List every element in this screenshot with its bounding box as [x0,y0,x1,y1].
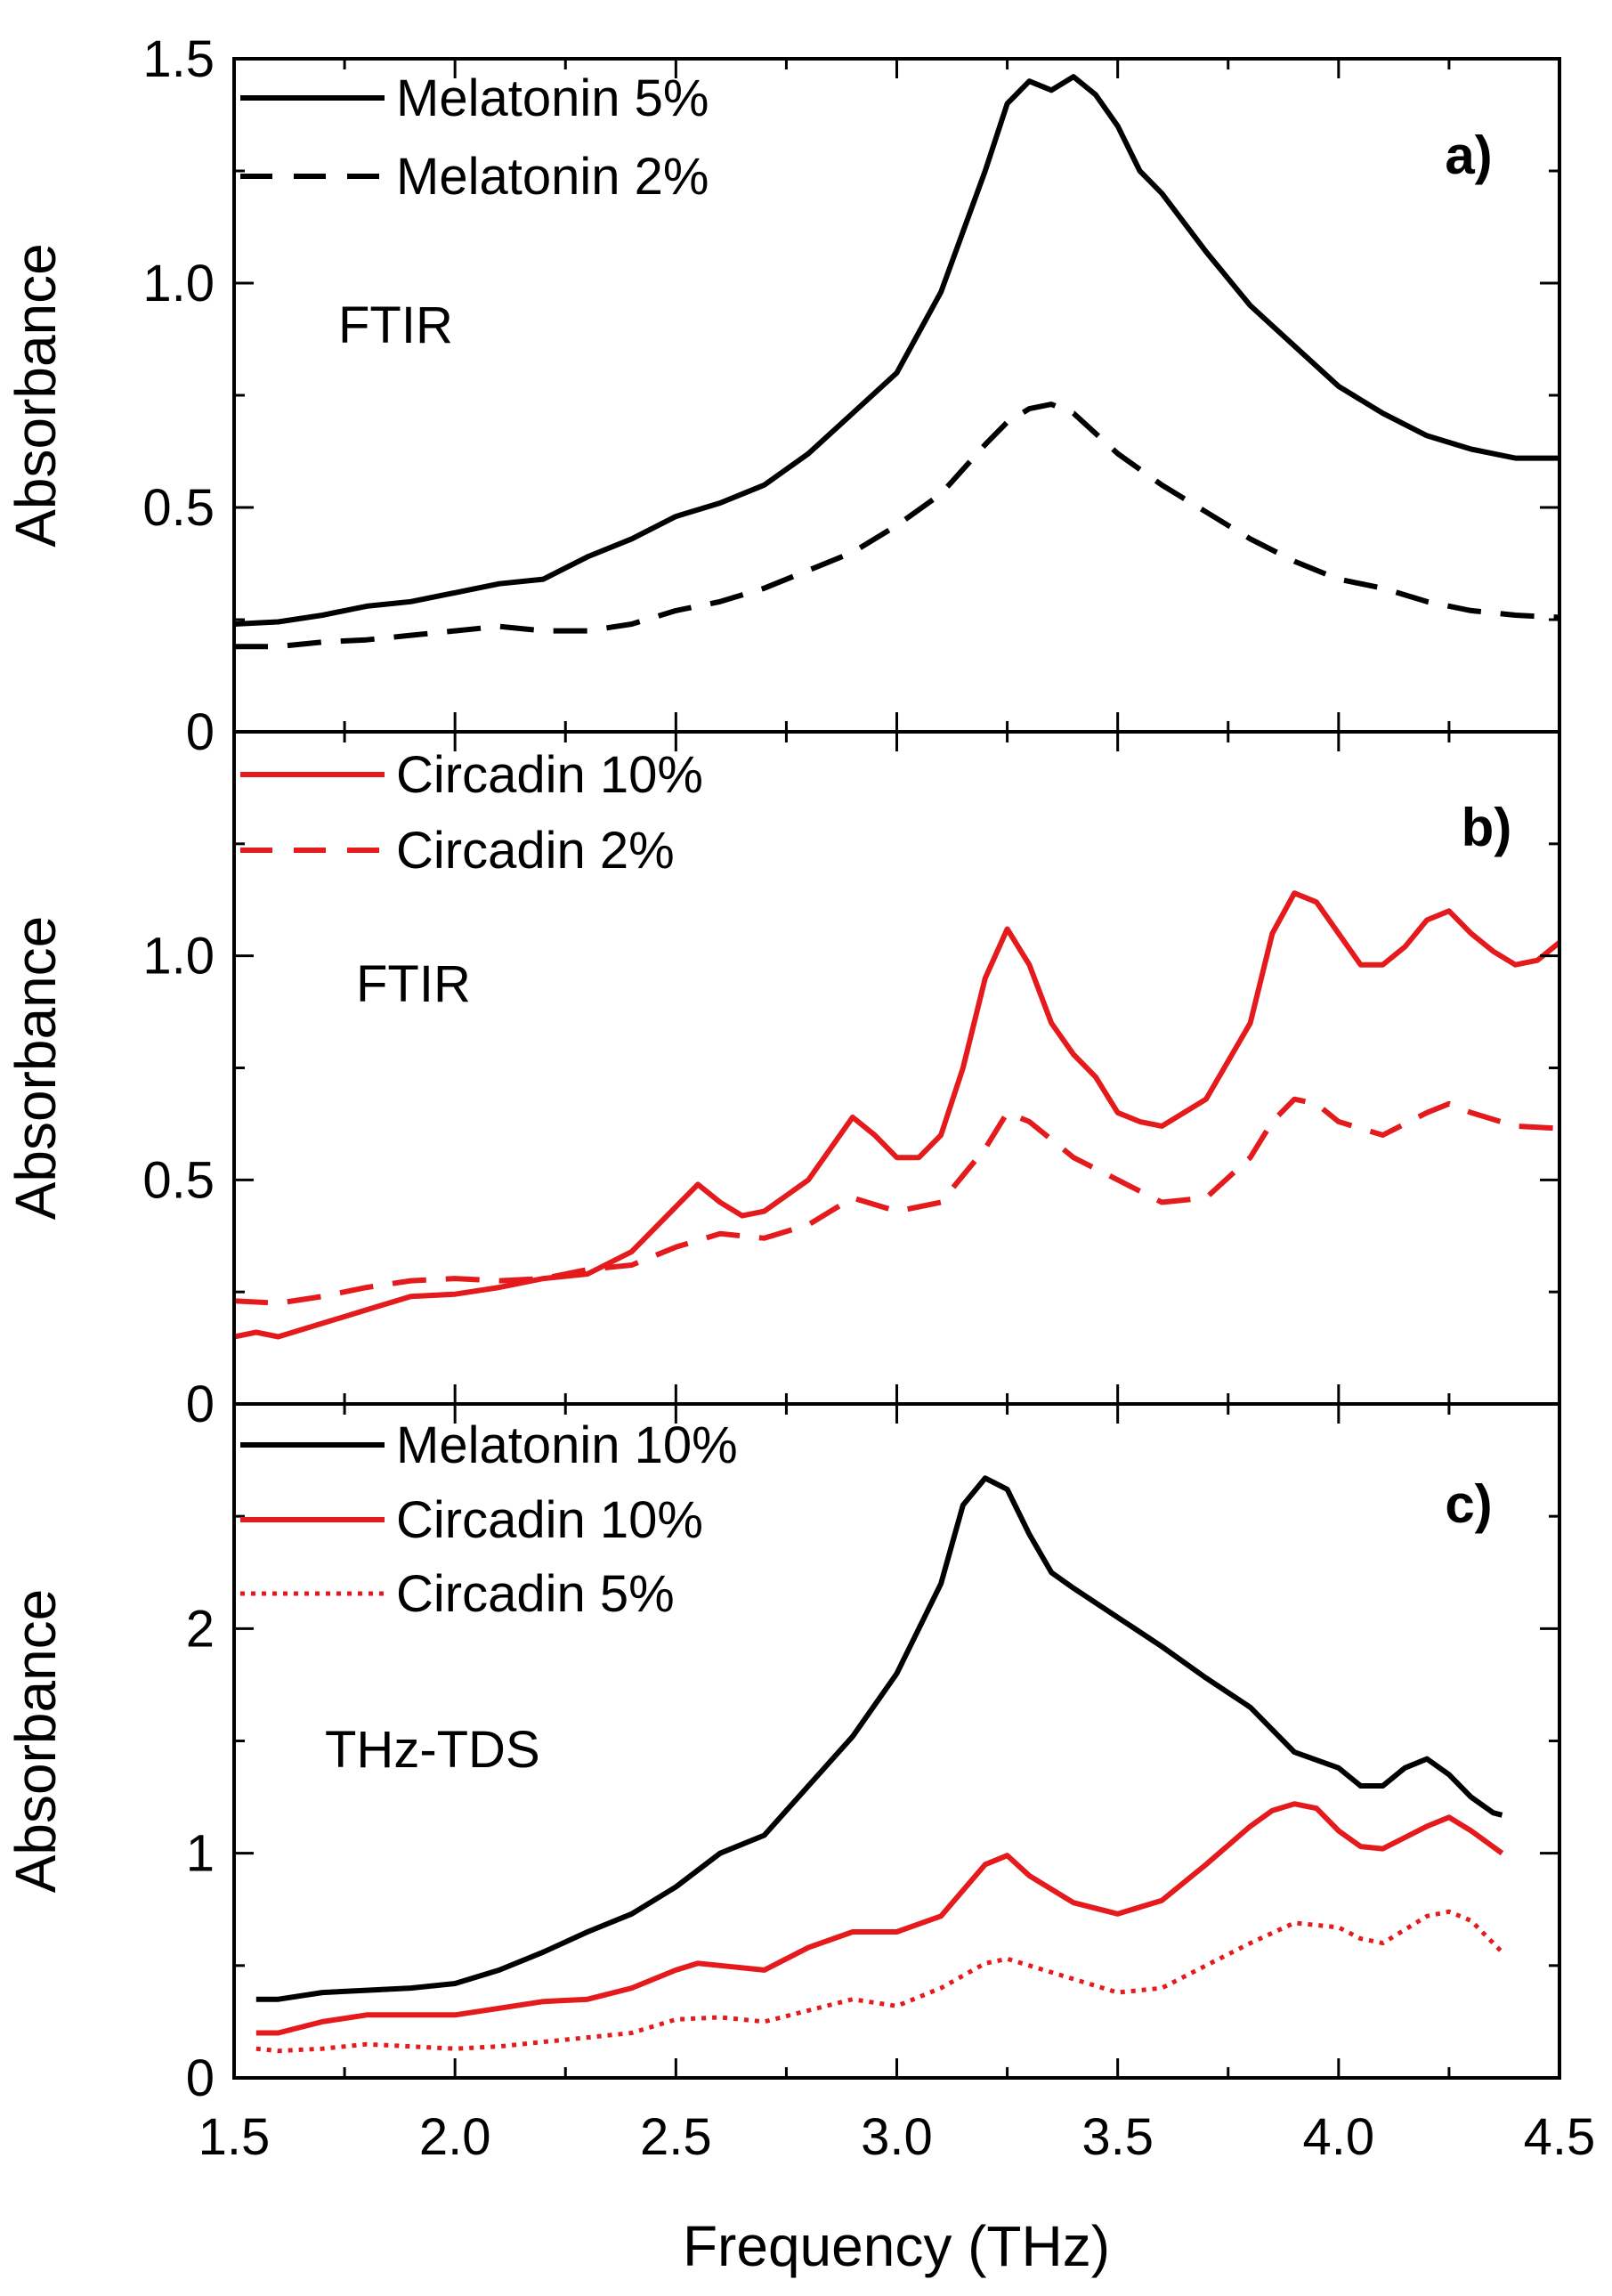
y-tick-label: 1.5 [142,30,215,88]
y-tick-label: 1.0 [142,928,215,986]
method-label: THz-TDS [325,1721,540,1779]
y-tick-label: 1.0 [142,255,215,312]
panels: 0 0.5 1.0 1.5 Absorbance Melatonin 5% Melatoni… [4,30,1595,2166]
legend-label: Circadin 2% [396,822,675,880]
legend-label: Circadin 10% [396,746,703,804]
series-line-melatonin-10 [255,1475,1503,2002]
x-tick-label: 3.0 [861,2108,933,2166]
method-label: FTIR [338,296,453,354]
y-tick-label: 0.5 [142,1151,215,1209]
series-line-circadin-10 [234,890,1559,1340]
method-label: FTIR [356,955,471,1013]
panel-a: 0 0.5 1.0 1.5 Absorbance Melatonin 5% Melatoni… [4,30,1561,761]
legend-label: Circadin 10% [396,1491,703,1549]
panel-label: c) [1445,1474,1492,1534]
x-tick-labels: 1.5 2.0 2.5 3.0 3.5 4.0 4.5 [198,2108,1596,2166]
x-axis-label: Frequency (THz) [683,2214,1110,2278]
y-tick-label: 0 [186,1375,215,1433]
series-line-melatonin-5 [234,74,1559,627]
y-axis-label: Absorbance [4,916,68,1221]
y-tick-label: 0 [186,703,215,761]
series-line-circadin-2 [234,1096,1559,1306]
x-tick-label: 3.5 [1081,2108,1154,2166]
legend-label: Melatonin 5% [396,69,709,127]
y-tick-label: 2 [186,1600,215,1658]
x-tick-label: 4.0 [1303,2108,1375,2166]
panel-c: 0 1 2 Absorbance Melatonin 10% Circadin 10% Ci… [4,1402,1561,2107]
panel-b: 0 0.5 1.0 Absorbance Circadin 10% Circadin 2%… [4,730,1561,1433]
x-tick-label: 2.5 [640,2108,712,2166]
y-axis-label: Absorbance [4,243,68,548]
y-tick-label: 1 [186,1825,215,1883]
x-tick-label: 2.0 [419,2108,491,2166]
series-line-circadin-5 [255,1909,1504,2054]
series-line-circadin-10 [255,1801,1504,2036]
series-line-melatonin-2 [234,402,1559,650]
y-tick-label: 0 [186,2049,215,2107]
panel-label: a) [1445,126,1492,185]
x-tick-label: 1.5 [198,2108,271,2166]
y-tick-label: 0.5 [142,479,215,537]
x-tick-label: 4.5 [1524,2108,1596,2166]
legend-label: Melatonin 2% [396,148,709,206]
legend-label: Circadin 5% [396,1565,675,1623]
legend-label: Melatonin 10% [396,1416,738,1474]
y-axis-label: Absorbance [4,1589,68,1894]
panel-label: b) [1462,798,1512,857]
